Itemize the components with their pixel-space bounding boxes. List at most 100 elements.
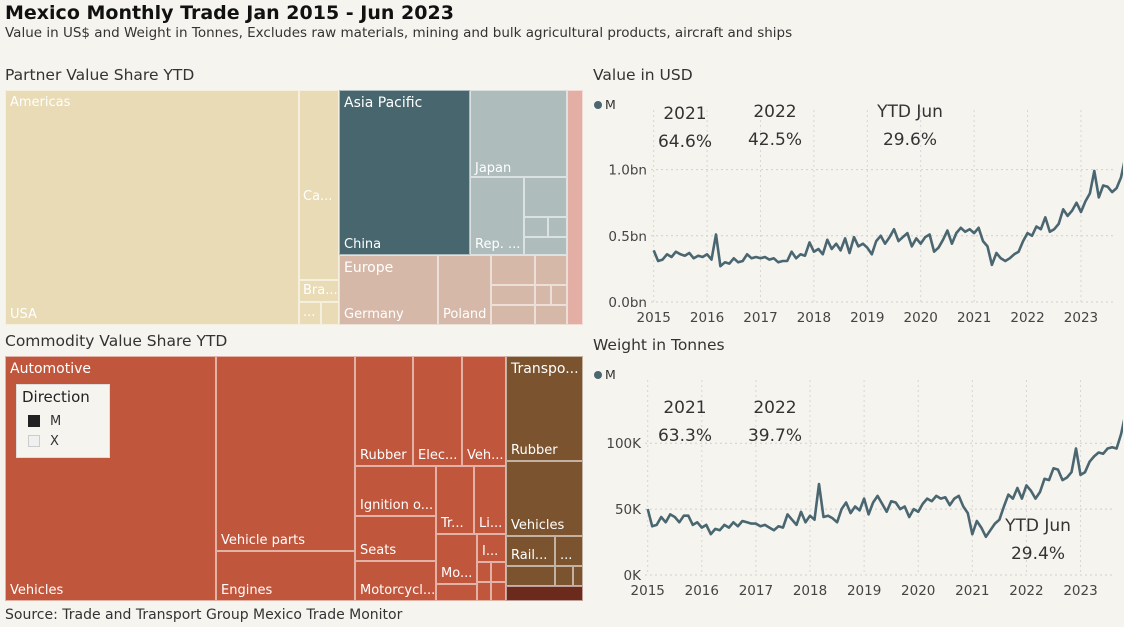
country-label-brazil: Bra... bbox=[303, 283, 338, 298]
treemap-cell-electrical[interactable]: Elec... bbox=[413, 356, 462, 466]
treemap-cell-other-americas[interactable]: ... bbox=[299, 302, 321, 325]
legend-swatch-x[interactable] bbox=[28, 435, 40, 447]
commodity-label-veh: Veh... bbox=[467, 448, 504, 463]
treemap-cell-transport-rubber[interactable]: Transpo... Rubber bbox=[506, 356, 583, 461]
x-tick-label: 2017 bbox=[739, 583, 773, 599]
weight-legend-label: M bbox=[605, 367, 616, 382]
y-tick-label: 1.0bn bbox=[608, 163, 647, 179]
treemap-cell-europe-d[interactable] bbox=[535, 285, 551, 305]
weight-annotation-2021: 2021 63.3% bbox=[648, 394, 722, 450]
treemap-cell-auto-small-c[interactable] bbox=[491, 562, 506, 582]
value-annotation-2022: 2022 42.5% bbox=[738, 98, 812, 154]
treemap-cell-veh[interactable]: Veh... bbox=[462, 356, 506, 466]
x-tick-label: 2018 bbox=[793, 583, 827, 599]
x-tick-label: 2020 bbox=[901, 583, 935, 599]
treemap-cell-auto-small-e[interactable] bbox=[491, 582, 506, 601]
x-tick-label: 2016 bbox=[690, 310, 724, 326]
category-label-automotive: Automotive bbox=[10, 361, 91, 377]
treemap-cell-transport-a[interactable] bbox=[506, 566, 555, 586]
commodity-label-seats: Seats bbox=[360, 543, 397, 558]
treemap-cell-europe-e[interactable] bbox=[551, 285, 567, 305]
commodity-treemap: Automotive Vehicles Vehicle parts Engine… bbox=[5, 356, 583, 601]
treemap-cell-brazil[interactable]: Bra... bbox=[299, 280, 339, 302]
treemap-cell-asia-c[interactable] bbox=[548, 217, 567, 237]
treemap-cell-poland[interactable]: Poland bbox=[438, 255, 491, 325]
commodity-label-engines: Engines bbox=[221, 583, 273, 598]
treemap-cell-transport-vehicles[interactable]: Vehicles bbox=[506, 461, 583, 536]
weight-annotation-ytd: YTD Jun 29.4% bbox=[994, 512, 1082, 568]
x-tick-label: 2017 bbox=[743, 310, 777, 326]
treemap-cell-asia-a[interactable] bbox=[524, 177, 567, 217]
legend-swatch-m[interactable] bbox=[28, 415, 40, 427]
commodity-label-ignition: Ignition o... bbox=[360, 498, 434, 513]
treemap-cell-i[interactable]: I... bbox=[477, 534, 506, 562]
commodity-label-vehicles: Vehicles bbox=[10, 583, 64, 598]
region-label-europe: Europe bbox=[344, 260, 394, 276]
value-legend-label: M bbox=[605, 97, 616, 112]
commodity-label-dots: ... bbox=[560, 548, 573, 563]
treemap-cell-li[interactable]: Li... bbox=[474, 466, 506, 534]
partner-treemap-title: Partner Value Share YTD bbox=[5, 66, 195, 84]
x-tick-label: 2021 bbox=[955, 583, 989, 599]
treemap-cell-transport-other[interactable]: ... bbox=[555, 536, 583, 566]
treemap-cell-korea[interactable]: Rep. ... bbox=[470, 177, 524, 255]
treemap-cell-asia-d[interactable] bbox=[524, 237, 567, 255]
treemap-cell-motorcycles[interactable]: Motorcycl... bbox=[355, 561, 436, 601]
treemap-cell-germany[interactable]: Europe Germany bbox=[339, 255, 438, 325]
treemap-cell-europe-f[interactable] bbox=[491, 305, 535, 325]
treemap-cell-canada[interactable]: Ca... bbox=[299, 90, 339, 280]
x-tick-label: 2018 bbox=[797, 310, 831, 326]
treemap-cell-rail[interactable]: Rail... bbox=[506, 536, 555, 566]
treemap-cell-europe-c[interactable] bbox=[491, 285, 535, 305]
series-line-m[interactable] bbox=[646, 384, 1123, 539]
treemap-cell-other-commodities[interactable] bbox=[506, 586, 583, 601]
treemap-cell-auto-small-d[interactable] bbox=[477, 582, 491, 601]
treemap-cell-ignition[interactable]: Ignition o... bbox=[355, 466, 436, 516]
treemap-cell-vehicle-parts[interactable]: Vehicle parts bbox=[216, 356, 355, 551]
source-note: Source: Trade and Transport Group Mexico… bbox=[5, 607, 403, 623]
treemap-cell-rubber[interactable]: Rubber bbox=[355, 356, 413, 466]
treemap-cell-small[interactable] bbox=[321, 302, 339, 325]
treemap-cell-japan[interactable]: Japan bbox=[470, 90, 567, 177]
x-tick-label: 2023 bbox=[1064, 310, 1098, 326]
y-tick-label: 0.0bn bbox=[608, 295, 647, 311]
commodity-label-rubber: Rubber bbox=[360, 448, 407, 463]
weight-chart-legend: M bbox=[594, 367, 616, 382]
region-label-asia-pacific: Asia Pacific bbox=[344, 95, 423, 111]
treemap-cell-engines[interactable]: Engines bbox=[216, 551, 355, 601]
treemap-cell-europe-a[interactable] bbox=[491, 255, 535, 285]
series-line-m[interactable] bbox=[652, 131, 1123, 268]
value-annotation-pct: 42.5% bbox=[747, 130, 802, 150]
value-annotation-year: 2021 bbox=[663, 104, 707, 124]
y-tick-label: 50K bbox=[615, 502, 642, 518]
value-chart-legend: M bbox=[594, 97, 616, 112]
country-label-rep: Rep. ... bbox=[475, 237, 521, 252]
treemap-cell-tr[interactable]: Tr... bbox=[436, 466, 474, 534]
treemap-cell-auto-small-a[interactable] bbox=[436, 584, 477, 601]
treemap-cell-europe-b[interactable] bbox=[535, 255, 567, 285]
treemap-cell-europe-g[interactable] bbox=[535, 305, 567, 325]
commodity-label-motorcycl: Motorcycl... bbox=[360, 583, 436, 598]
category-label-transport: Transpo... bbox=[511, 361, 579, 377]
treemap-cell-auto-small-b[interactable] bbox=[477, 562, 491, 582]
value-annotation-pct: 29.6% bbox=[882, 130, 937, 150]
weight-annotation-year: YTD Jun bbox=[1005, 516, 1071, 536]
commodity-label-mo: Mo... bbox=[441, 566, 473, 581]
country-label-canada: Ca... bbox=[303, 189, 333, 204]
commodity-label-rubber-transport: Rubber bbox=[511, 443, 558, 458]
treemap-cell-china[interactable]: Asia Pacific China bbox=[339, 90, 470, 255]
weight-annotation-pct: 63.3% bbox=[657, 426, 712, 446]
treemap-cell-asia-b[interactable] bbox=[524, 217, 548, 237]
value-chart-title: Value in USD bbox=[593, 66, 693, 84]
treemap-cell-transport-b[interactable] bbox=[555, 566, 573, 586]
treemap-cell-mo[interactable]: Mo... bbox=[436, 534, 477, 584]
weight-annotation-2022: 2022 39.7% bbox=[738, 394, 812, 450]
x-tick-label: 2022 bbox=[1009, 583, 1043, 599]
treemap-cell-other-regions[interactable] bbox=[567, 90, 583, 325]
treemap-cell-seats[interactable]: Seats bbox=[355, 516, 436, 561]
treemap-cell-usa[interactable]: Americas USA bbox=[5, 90, 299, 325]
y-tick-label: 100K bbox=[606, 436, 642, 452]
value-annotation-year: YTD Jun bbox=[877, 102, 943, 122]
treemap-cell-transport-c[interactable] bbox=[573, 566, 583, 586]
